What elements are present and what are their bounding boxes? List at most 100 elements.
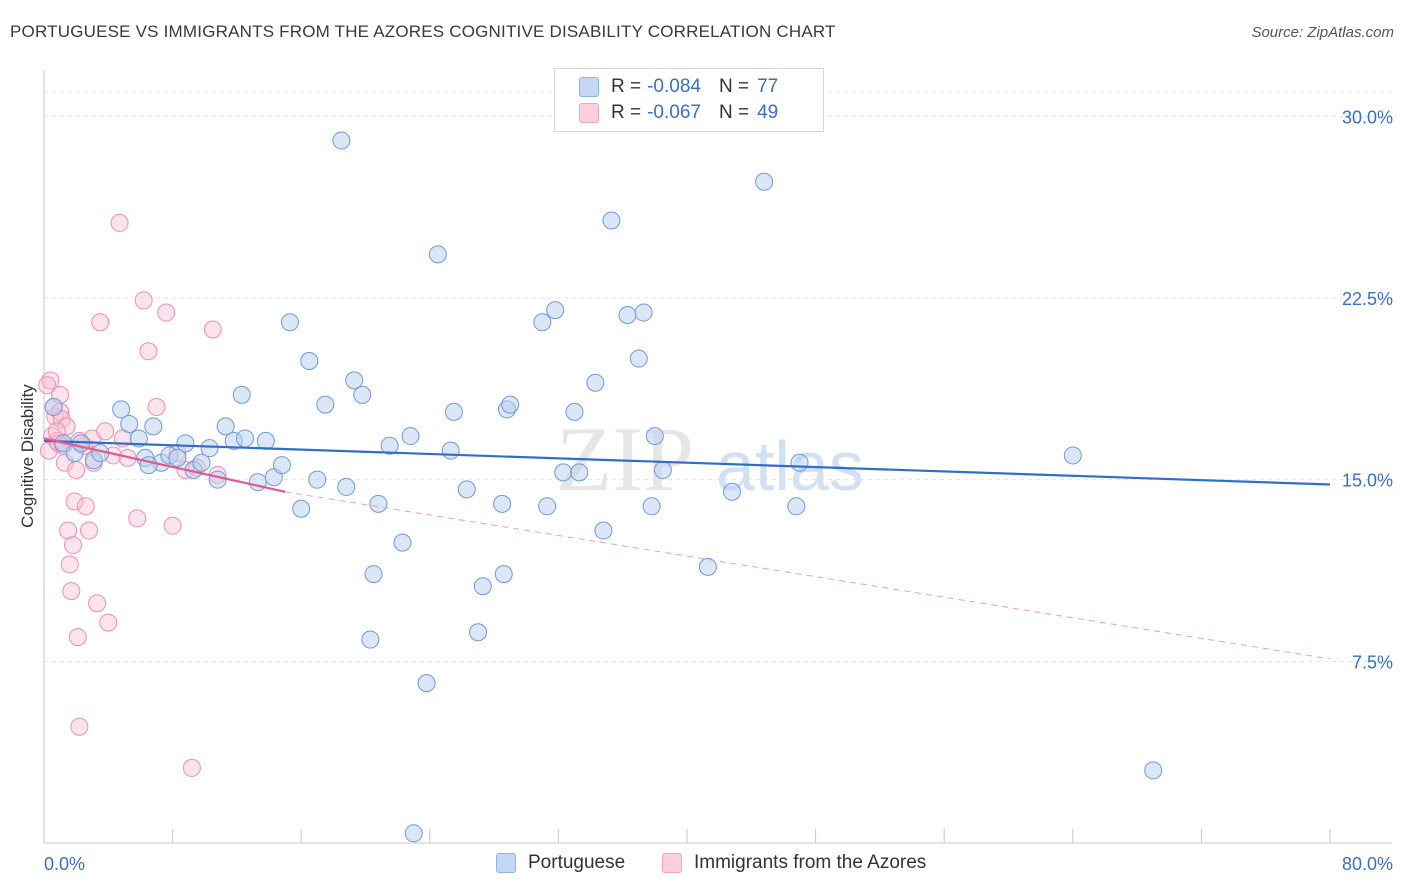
point-portuguese (144, 417, 163, 436)
legend-label-portuguese: Portuguese (528, 852, 626, 873)
point-portuguese (404, 824, 423, 843)
point-azores (157, 303, 176, 322)
legend-label-azores: Immigrants from the Azores (694, 852, 927, 873)
point-portuguese (112, 400, 131, 419)
point-portuguese (1144, 761, 1163, 780)
point-portuguese (634, 303, 653, 322)
point-portuguese (393, 533, 412, 552)
gridlines (44, 91, 1392, 662)
r-value: -0.067 (647, 102, 701, 123)
point-portuguese (256, 431, 275, 450)
y-tick-label: 30.0% (1342, 107, 1393, 127)
n-value: 77 (757, 76, 779, 97)
point-portuguese (469, 623, 488, 642)
legend-swatch-portuguese (496, 853, 516, 873)
point-portuguese (332, 131, 351, 150)
point-azores (163, 516, 182, 535)
swatch-azores (579, 103, 599, 123)
trend-line-portuguese (43, 439, 1331, 486)
chart-source: Source: ZipAtlas.com (1251, 24, 1394, 41)
series-legend: Portuguese Immigrants from the Azores (0, 852, 1406, 876)
x-tick-label: 80.0% (1342, 854, 1393, 874)
y-axis-label: Cognitive Disability (18, 384, 37, 528)
point-portuguese (337, 477, 356, 496)
series-azores-points (38, 213, 227, 777)
point-portuguese (417, 674, 436, 693)
point-portuguese (345, 371, 364, 390)
r-label: R = (611, 76, 642, 97)
swatch-portuguese (579, 77, 599, 97)
point-portuguese (698, 557, 717, 576)
y-tick-label: 15.0% (1342, 471, 1393, 491)
r-value: -0.084 (647, 76, 701, 97)
point-azores (38, 376, 57, 395)
stats-row-azores: R = -0.067 N = 49 (579, 101, 796, 125)
n-value: 49 (757, 102, 779, 123)
point-azores (96, 422, 115, 441)
point-azores (134, 291, 153, 310)
x-tick-label: 0.0% (44, 854, 85, 874)
point-portuguese (533, 313, 552, 332)
chart-title: PORTUGUESE VS IMMIGRANTS FROM THE AZORES… (10, 22, 836, 41)
point-portuguese (168, 448, 187, 467)
point-portuguese (216, 417, 235, 436)
point-portuguese (316, 395, 335, 414)
point-azores (65, 492, 84, 511)
legend-item-azores[interactable]: Immigrants from the Azores (662, 852, 926, 874)
point-azores (68, 628, 87, 647)
point-portuguese (441, 441, 460, 460)
point-portuguese (232, 385, 251, 404)
point-portuguese (602, 211, 621, 230)
point-azores (91, 313, 110, 332)
trend-line-azores-extension (285, 491, 1331, 660)
point-portuguese (272, 456, 291, 475)
point-azores (70, 717, 89, 736)
point-azores (110, 213, 129, 232)
point-portuguese (653, 460, 672, 479)
point-portuguese (129, 429, 148, 448)
point-portuguese (570, 463, 589, 482)
point-portuguese (444, 402, 463, 421)
point-azores (182, 758, 201, 777)
point-portuguese (790, 453, 809, 472)
point-azores (99, 613, 118, 632)
point-portuguese (457, 480, 476, 499)
point-portuguese (645, 427, 664, 446)
point-portuguese (401, 427, 420, 446)
legend-swatch-azores (662, 853, 682, 873)
point-azores (63, 536, 82, 555)
point-azores (41, 371, 60, 390)
trend-line-azores (43, 437, 286, 493)
point-azores (139, 342, 158, 361)
axes (43, 70, 1392, 844)
point-portuguese (428, 245, 447, 264)
point-portuguese (308, 470, 327, 489)
point-portuguese (208, 470, 227, 489)
point-portuguese (538, 497, 557, 516)
point-portuguese (586, 373, 605, 392)
stats-row-portuguese: R = -0.084 N = 77 (579, 75, 796, 99)
point-portuguese (44, 398, 63, 416)
point-portuguese (176, 434, 195, 453)
point-azores (67, 460, 86, 479)
point-portuguese (300, 351, 319, 370)
point-portuguese (618, 305, 637, 324)
legend-item-portuguese[interactable]: Portuguese (496, 852, 625, 874)
point-portuguese (235, 429, 254, 448)
point-portuguese (1063, 446, 1082, 465)
trend-lines (43, 437, 1331, 660)
point-portuguese (353, 385, 372, 404)
point-portuguese (787, 497, 806, 516)
point-portuguese (723, 482, 742, 501)
point-portuguese (292, 499, 311, 518)
point-azores (62, 582, 81, 601)
point-portuguese (369, 494, 388, 513)
point-portuguese (629, 349, 648, 368)
point-azores (147, 398, 166, 416)
point-portuguese (755, 172, 774, 191)
point-portuguese (565, 402, 584, 421)
point-portuguese (192, 453, 211, 472)
point-azores (59, 521, 78, 540)
point-portuguese (473, 577, 492, 596)
